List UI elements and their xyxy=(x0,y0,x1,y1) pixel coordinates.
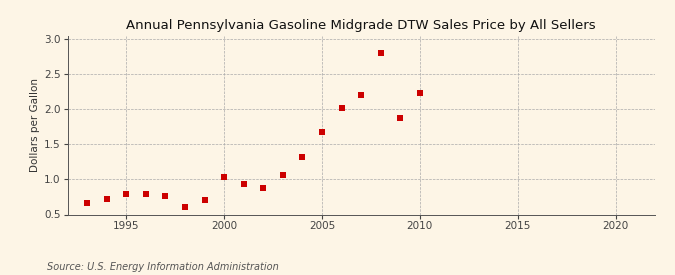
Point xyxy=(199,198,210,203)
Text: Source: U.S. Energy Information Administration: Source: U.S. Energy Information Administ… xyxy=(47,262,279,272)
Point xyxy=(219,175,230,180)
Point xyxy=(258,186,269,190)
Point xyxy=(121,192,132,196)
Point xyxy=(101,197,112,201)
Point xyxy=(277,172,288,177)
Y-axis label: Dollars per Gallon: Dollars per Gallon xyxy=(30,78,40,172)
Point xyxy=(297,155,308,159)
Point xyxy=(395,116,406,121)
Point xyxy=(414,91,425,95)
Point xyxy=(375,51,386,56)
Point xyxy=(238,182,249,186)
Point xyxy=(356,92,367,97)
Point xyxy=(160,193,171,198)
Point xyxy=(317,130,327,135)
Title: Annual Pennsylvania Gasoline Midgrade DTW Sales Price by All Sellers: Annual Pennsylvania Gasoline Midgrade DT… xyxy=(126,19,596,32)
Point xyxy=(140,192,151,196)
Point xyxy=(336,106,347,110)
Point xyxy=(82,200,92,205)
Point xyxy=(180,205,190,209)
